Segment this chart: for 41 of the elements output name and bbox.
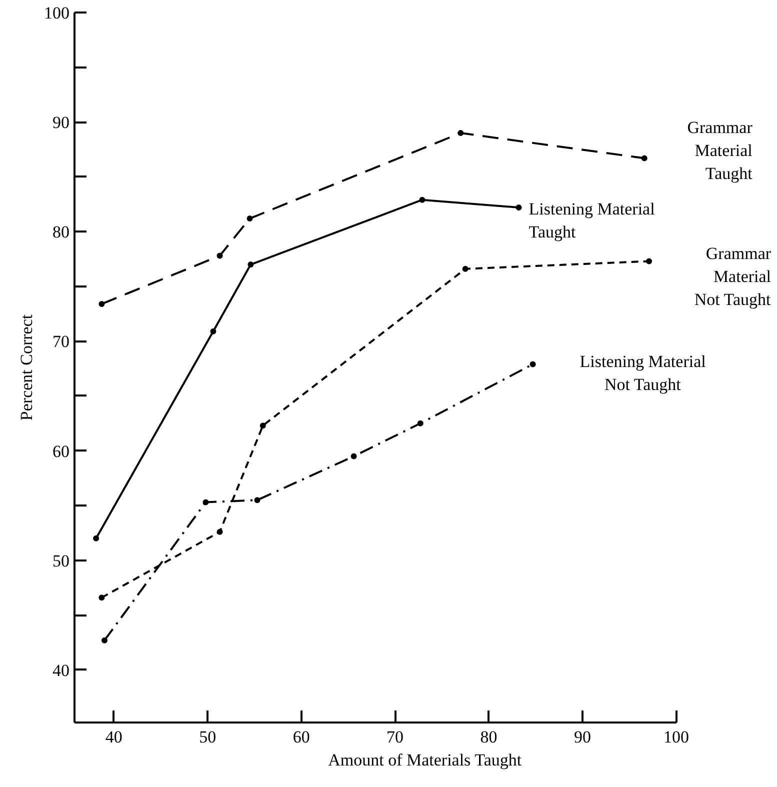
x-tick-label: 40 <box>105 728 122 746</box>
y-tick-label: 90 <box>52 113 70 132</box>
point <box>419 196 426 203</box>
x-tick-label: 80 <box>480 728 498 746</box>
point <box>646 258 652 264</box>
text: Listening Material Not Taught <box>580 352 706 394</box>
y-tick-label: 70 <box>52 332 70 352</box>
point <box>530 361 536 368</box>
point <box>350 453 357 460</box>
y-axis-title: Percent Correct <box>17 314 36 421</box>
point <box>98 594 105 601</box>
point <box>246 215 253 222</box>
point <box>210 328 216 334</box>
text: Grammar Material Not Taught <box>694 244 772 309</box>
y-tick-label: 80 <box>52 222 70 242</box>
x-tick-label: 100 <box>663 728 689 746</box>
point <box>458 130 464 136</box>
point <box>260 422 266 429</box>
point <box>202 499 209 506</box>
point <box>516 204 522 211</box>
x-tick-label: 60 <box>292 728 310 746</box>
point <box>101 637 108 644</box>
y-tick-label: 60 <box>52 442 70 461</box>
y-tick-label: 50 <box>52 551 70 570</box>
point <box>216 528 223 535</box>
x-tick-label: 50 <box>199 728 216 746</box>
point <box>641 155 648 162</box>
point <box>216 252 223 259</box>
y-tick-label: 100 <box>44 4 70 22</box>
point <box>462 266 468 272</box>
point <box>98 300 105 307</box>
point <box>254 497 260 504</box>
point <box>417 420 424 426</box>
series-label: Listening Material Taught <box>528 200 656 242</box>
x-tick-label: 70 <box>386 728 404 746</box>
point <box>248 262 254 268</box>
text: Grammar Material Taught <box>687 118 753 183</box>
x-axis-title: Amount of Materials Taught <box>328 750 522 770</box>
point <box>93 535 100 542</box>
x-tick-label: 90 <box>574 728 591 746</box>
y-tick-label: 40 <box>52 660 70 680</box>
